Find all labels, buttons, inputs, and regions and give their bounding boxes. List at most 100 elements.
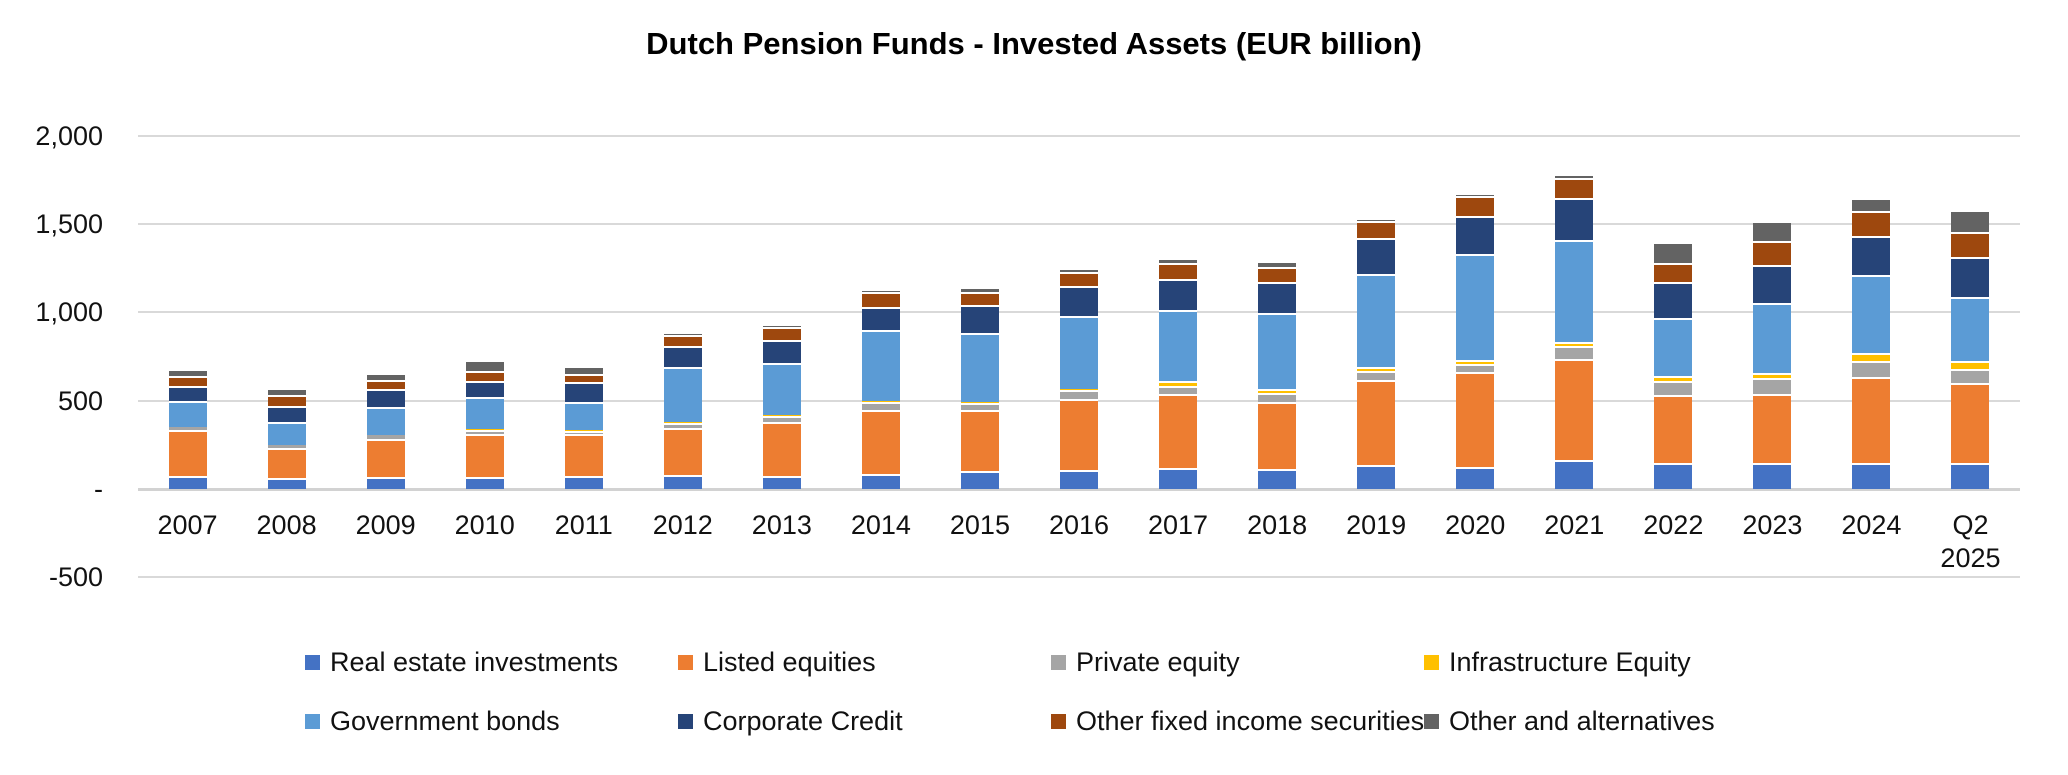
- chart-title: Dutch Pension Funds - Invested Assets (E…: [646, 26, 1422, 61]
- bar-segment-other-fixed-income-securities: [564, 373, 603, 383]
- bar-segment-government-bonds: [1159, 309, 1198, 382]
- bar-segment-private-equity: [1654, 381, 1693, 396]
- bar-segment-real-estate-investments: [168, 475, 207, 489]
- bar-segment-infrastructure-equity: [564, 430, 603, 431]
- bar-segment-corporate-credit: [1852, 235, 1891, 276]
- bar-segment-corporate-credit: [1159, 278, 1198, 310]
- x-axis-category-label: 2016: [1048, 510, 1110, 540]
- bar-segment-other-fixed-income-securities: [1555, 178, 1594, 198]
- bar-segment-other-fixed-income-securities: [1456, 195, 1495, 217]
- bar-segment-corporate-credit: [1357, 238, 1396, 275]
- legend-label: Listed equities: [703, 646, 876, 677]
- bar-segment-government-bonds: [465, 397, 504, 430]
- x-axis-category-label: 2013: [751, 510, 812, 540]
- bar-segment-real-estate-investments: [960, 471, 999, 489]
- bar-segment-listed-equities: [465, 434, 504, 477]
- bar-segment-corporate-credit: [762, 339, 801, 363]
- bar-segment-listed-equities: [762, 421, 801, 476]
- bar-segment-real-estate-investments: [663, 474, 702, 489]
- legend-label: Infrastructure Equity: [1449, 646, 1691, 677]
- bar-stack-2016: [1060, 268, 1098, 489]
- bar-segment-government-bonds: [1951, 296, 1990, 361]
- bar-segment-listed-equities: [168, 429, 207, 476]
- y-axis-tick-label: -500: [48, 562, 103, 593]
- bar-segment-private-equity: [1852, 360, 1891, 377]
- bar-stack-2018: [1258, 261, 1297, 489]
- legend-row-2: Government bonds Corporate Credit Other fi…: [305, 705, 1797, 737]
- bar-segment-other-fixed-income-securities: [366, 379, 405, 390]
- bar-stack-2015: [960, 289, 999, 489]
- bar-stack-2010: [465, 360, 504, 489]
- bar-segment-other-fixed-income-securities: [960, 292, 999, 306]
- bar-segment-infrastructure-equity: [663, 421, 702, 423]
- bar-segment-listed-equities: [1258, 401, 1297, 469]
- bar-segment-listed-equities: [366, 438, 405, 477]
- legend-item-private-equity: Private equity: [1051, 646, 1424, 678]
- bar-stack-2017: [1159, 257, 1198, 489]
- bar-segment-other-fixed-income-securities: [861, 291, 900, 307]
- bar-segment-other-fixed-income-securities: [663, 334, 702, 346]
- gridline: [138, 134, 2020, 137]
- bar-segment-other-and-alternatives: [366, 373, 405, 380]
- bar-segment-real-estate-investments: [1060, 469, 1098, 489]
- x-axis-category-label: 2012: [652, 510, 713, 540]
- bar-segment-private-equity: [861, 402, 900, 411]
- bar-segment-other-fixed-income-securities: [1951, 232, 1990, 257]
- bar-segment-other-and-alternatives: [960, 289, 999, 293]
- gridline: [138, 223, 2020, 226]
- legend-swatch: [1424, 654, 1439, 670]
- bar-segment-government-bonds: [267, 421, 306, 445]
- bar-segment-corporate-credit: [960, 305, 999, 333]
- bar-segment-corporate-credit: [1258, 281, 1297, 314]
- x-axis-category-label: 2007: [157, 510, 218, 540]
- bar-segment-other-fixed-income-securities: [1258, 266, 1297, 282]
- bar-segment-other-and-alternatives: [168, 369, 207, 377]
- bar-segment-other-and-alternatives: [465, 360, 504, 371]
- bar-segment-real-estate-investments: [1951, 462, 1990, 489]
- bar-segment-private-equity: [366, 435, 405, 439]
- bar-stack-2021: [1555, 173, 1594, 489]
- bar-segment-other-and-alternatives: [1060, 268, 1098, 272]
- bar-segment-real-estate-investments: [762, 475, 801, 489]
- bar-segment-government-bonds: [1753, 302, 1792, 374]
- y-axis-tick-label: 2,000: [35, 120, 103, 151]
- bar-segment-real-estate-investments: [564, 475, 603, 489]
- bar-stack-2008: [267, 388, 306, 489]
- bar-segment-other-and-alternatives: [564, 365, 603, 374]
- bar-segment-private-equity: [1357, 370, 1396, 381]
- bar-segment-real-estate-investments: [1258, 468, 1297, 489]
- y-axis-tick-label: 1,500: [35, 209, 103, 240]
- bar-segment-corporate-credit: [1456, 216, 1495, 255]
- x-axis-category-label: 2021: [1544, 510, 1605, 540]
- bar-segment-other-and-alternatives: [663, 333, 702, 335]
- bar-segment-government-bonds: [564, 401, 603, 431]
- bar-segment-other-and-alternatives: [762, 323, 801, 328]
- bar-segment-listed-equities: [663, 428, 702, 475]
- bar-segment-government-bonds: [366, 406, 405, 436]
- bar-segment-private-equity: [1456, 363, 1495, 373]
- x-axis-category-label: 2023: [1742, 510, 1803, 540]
- bar-stack-2013: [762, 323, 801, 489]
- bar-segment-private-equity: [663, 422, 702, 429]
- x-axis-category-label: 2018: [1247, 510, 1308, 540]
- legend-label: Real estate investments: [330, 646, 619, 677]
- legend-swatch: [1051, 713, 1066, 729]
- bar-segment-private-equity: [168, 427, 207, 430]
- bar-segment-other-and-alternatives: [1456, 195, 1495, 196]
- bar-segment-government-bonds: [861, 329, 900, 402]
- legend-label: Other and alternatives: [1449, 705, 1715, 736]
- bar-segment-corporate-credit: [564, 382, 603, 402]
- bar-segment-government-bonds: [960, 332, 999, 402]
- bar-stack-2019: [1357, 219, 1396, 489]
- bar-segment-real-estate-investments: [1654, 462, 1693, 489]
- legend-label: Private equity: [1076, 646, 1240, 677]
- bar-segment-infrastructure-equity: [1555, 341, 1594, 346]
- bar-segment-government-bonds: [1357, 274, 1396, 368]
- bar-segment-corporate-credit: [1555, 197, 1594, 241]
- bar-segment-infrastructure-equity: [465, 429, 504, 430]
- bar-segment-corporate-credit: [168, 386, 207, 402]
- x-axis-category-label: 2010: [454, 510, 515, 540]
- bar-segment-other-and-alternatives: [1654, 241, 1693, 263]
- bar-segment-infrastructure-equity: [861, 401, 900, 403]
- bar-segment-corporate-credit: [366, 389, 405, 407]
